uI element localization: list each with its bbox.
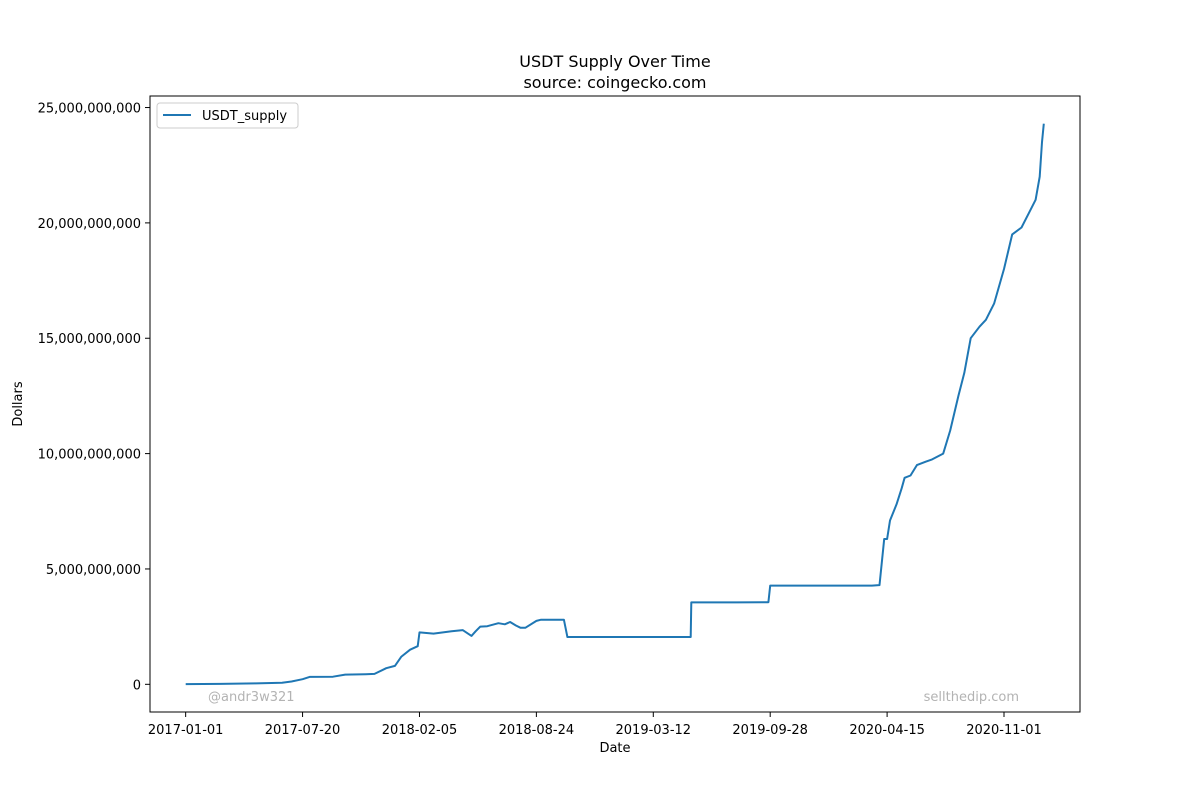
x-axis-label: Date — [599, 741, 630, 756]
legend-label: USDT_supply — [202, 109, 287, 124]
x-tick-label: 2019-03-12 — [616, 723, 692, 738]
x-tick-label: 2018-02-05 — [382, 723, 458, 738]
y-tick-label: 25,000,000,000 — [38, 102, 141, 117]
chart-title: USDT Supply Over Time — [519, 52, 710, 71]
plot-frame — [149, 95, 1081, 713]
x-axis-ticks: 2017-01-01 2017-07-20 2018-02-05 2018-08-24… — [148, 712, 1042, 738]
chart-subtitle: source: coingecko.com — [523, 73, 706, 92]
x-tick-label: 2020-11-01 — [966, 723, 1042, 738]
y-axis-label: Dollars — [11, 381, 26, 426]
x-tick-label: 2020-04-15 — [849, 723, 925, 738]
x-tick-label: 2019-09-28 — [732, 723, 808, 738]
x-tick-label: 2017-01-01 — [148, 723, 224, 738]
x-tick-label: 2018-08-24 — [499, 723, 575, 738]
watermark-right: sellthedip.com — [924, 690, 1019, 705]
x-tick-label: 2017-07-20 — [265, 723, 341, 738]
y-tick-label: 5,000,000,000 — [46, 563, 141, 578]
y-tick-label: 20,000,000,000 — [38, 217, 141, 232]
watermark-left: @andr3w321 — [208, 690, 295, 705]
plot-area — [150, 96, 1080, 712]
y-tick-label: 0 — [133, 678, 141, 693]
y-tick-label: 15,000,000,000 — [38, 332, 141, 347]
y-tick-label: 10,000,000,000 — [38, 448, 141, 463]
legend: USDT_supply — [156, 102, 299, 129]
series-line-usdt-supply — [185, 123, 1045, 686]
y-axis-ticks: 0 5,000,000,000 10,000,000,000 15,000,000,0… — [38, 102, 150, 693]
legend-box — [156, 102, 299, 129]
